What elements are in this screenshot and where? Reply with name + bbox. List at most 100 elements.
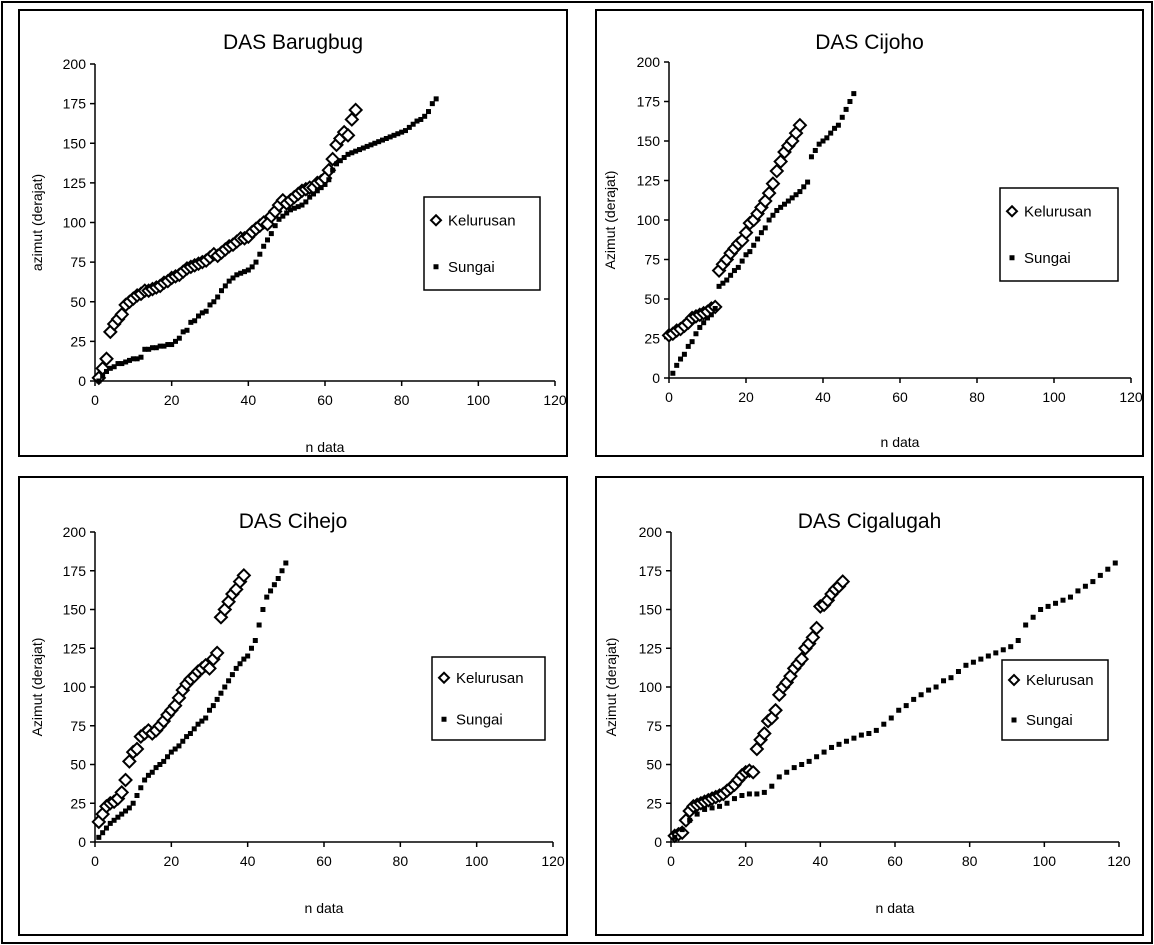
kelurusan-point — [794, 651, 810, 667]
sungai-point — [697, 324, 703, 330]
sungai-point — [806, 758, 812, 764]
sungai-point — [127, 357, 132, 363]
sungai-point — [709, 805, 715, 811]
x-axis-label: n data — [305, 900, 344, 916]
sungai-point — [717, 803, 723, 809]
sungai-point — [210, 703, 216, 709]
sungai-point — [119, 811, 125, 817]
x-tick-label: 0 — [91, 853, 99, 869]
sungai-point — [134, 793, 140, 798]
sungai-point — [836, 741, 842, 747]
sungai-point — [230, 275, 236, 281]
y-tick-label: 125 — [637, 173, 661, 189]
x-axis-label: n data — [876, 900, 915, 916]
sungai-point — [843, 106, 849, 112]
sungai-point — [963, 662, 969, 668]
x-tick-label: 60 — [892, 389, 908, 405]
sungai-point — [866, 731, 872, 736]
sungai-point — [828, 130, 834, 136]
y-tick-label: 0 — [652, 370, 660, 386]
sungai-point — [111, 364, 117, 370]
sungai-point — [104, 368, 109, 374]
sungai-point — [123, 808, 129, 814]
series-kelurusan — [661, 117, 808, 343]
sungai-point — [176, 335, 182, 341]
sungai-point — [157, 343, 163, 349]
sungai-point — [176, 743, 182, 749]
sungai-point — [103, 825, 109, 831]
sungai-point — [226, 278, 232, 284]
sungai-point — [1053, 600, 1059, 606]
sungai-point — [252, 638, 258, 643]
x-tick-label: 60 — [317, 392, 333, 408]
sungai-point — [782, 201, 787, 207]
sungai-point — [383, 135, 389, 141]
legend-label: Sungai — [1024, 250, 1071, 267]
sungai-point — [203, 308, 209, 314]
sungai-point — [229, 672, 235, 678]
sungai-point — [249, 264, 255, 270]
sungai-point — [1015, 638, 1021, 643]
sungai-point — [851, 735, 857, 741]
sungai-point — [372, 140, 378, 146]
sungai-point — [107, 365, 113, 371]
sungai-point — [303, 199, 309, 205]
sungai-point — [955, 669, 961, 674]
sungai-point — [337, 158, 343, 164]
x-axis-label: n data — [881, 434, 920, 450]
sungai-point — [978, 656, 984, 662]
legend-label: Sungai — [456, 711, 503, 728]
sungai-point — [195, 721, 201, 727]
y-tick-label: 100 — [637, 212, 661, 228]
sungai-point — [196, 313, 201, 319]
sungai-point — [150, 345, 155, 351]
legend-label: Sungai — [448, 259, 495, 276]
legend: Kelurusan Sungai — [423, 196, 541, 291]
y-tick-label: 175 — [63, 563, 87, 579]
sungai-point — [843, 738, 849, 744]
legend: Kelurusan Sungai — [999, 187, 1119, 282]
sungai-point — [1090, 579, 1096, 585]
y-tick-label: 75 — [646, 718, 662, 734]
sungai-point — [123, 359, 129, 365]
sungai-point — [265, 237, 270, 243]
sungai-point — [330, 167, 336, 173]
x-tick-label: 100 — [467, 392, 491, 408]
legend-sungai-icon — [1011, 717, 1017, 723]
sungai-point — [1023, 622, 1029, 628]
y-tick-label: 25 — [70, 333, 86, 349]
kelurusan-point — [805, 629, 821, 645]
sungai-point — [1038, 607, 1044, 612]
y-tick-label: 0 — [654, 834, 662, 850]
sungai-point — [161, 343, 167, 349]
sungai-point — [241, 656, 247, 662]
sungai-point — [284, 210, 290, 216]
sungai-point — [670, 370, 676, 376]
sungai-point — [180, 329, 186, 335]
sungai-point — [237, 661, 243, 667]
kelurusan-point — [325, 151, 341, 167]
legend-kelurusan-icon — [437, 671, 451, 685]
sungai-point — [746, 791, 752, 797]
legend: Kelurusan Sungai — [431, 656, 546, 741]
y-axis-label: azimut (derajat) — [29, 174, 45, 271]
x-tick-label: 100 — [1033, 853, 1057, 869]
y-tick-label: 200 — [63, 524, 87, 540]
sungai-point — [832, 125, 838, 131]
kelurusan-point — [756, 726, 772, 741]
sungai-point — [391, 132, 397, 138]
sungai-point — [793, 192, 799, 198]
sungai-point — [724, 277, 730, 283]
sungai-point — [743, 252, 749, 258]
kelurusan-point — [209, 645, 225, 661]
sungai-point — [199, 718, 205, 724]
sungai-point — [299, 202, 305, 208]
sungai-point — [933, 684, 939, 690]
sungai-point — [126, 805, 132, 811]
sungai-point — [219, 288, 224, 294]
legend-box — [999, 187, 1119, 282]
sungai-point — [326, 177, 332, 183]
sungai-point — [295, 204, 301, 210]
sungai-point — [694, 811, 700, 817]
